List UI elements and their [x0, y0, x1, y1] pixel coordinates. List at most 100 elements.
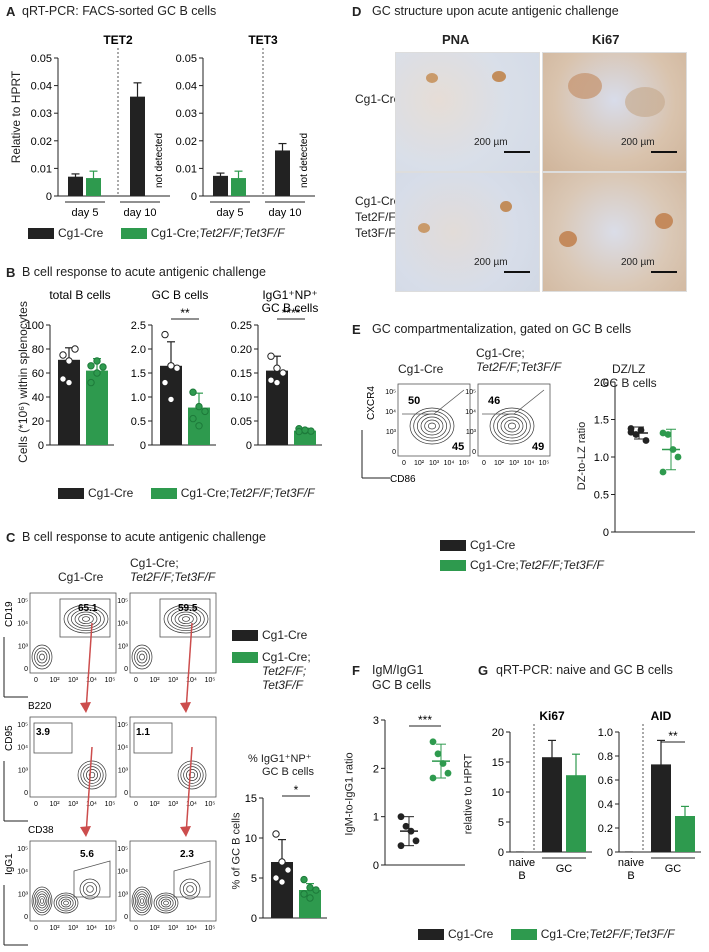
legend-tet-genotype: Tet2F/F;Tet3F/F	[589, 927, 675, 941]
y-tick-label: 0.6	[598, 775, 613, 787]
flow-tick-label: 10⁴	[465, 409, 476, 416]
flow-tick-label: 10²	[149, 925, 160, 932]
chart-e-dzlz: 0 0.5 1.0 1.5 2.0	[594, 377, 695, 539]
data-point	[65, 357, 73, 365]
y-tick-label: 0.20	[231, 344, 252, 356]
data-point	[195, 422, 203, 430]
flow-tick-label: 0	[24, 914, 28, 921]
chart-b-igg1np: IgG1⁺NP⁺GC B cells 0 0.05 0.10 0.15 0.20 0.25 *…	[231, 288, 322, 452]
flow-contour	[489, 407, 535, 445]
legend-cre: Cg1-Cre	[470, 538, 516, 552]
y-tick-label: 0	[251, 913, 257, 925]
flow-plot-frame	[129, 716, 217, 798]
flow-contour	[181, 616, 191, 622]
flow-contour	[163, 900, 169, 906]
annotation-not-detected: not detected	[299, 133, 310, 188]
y-tick-label: 15	[492, 757, 504, 769]
y-tick-label: 1.5	[131, 368, 146, 380]
y-tick-label: 0.05	[176, 53, 197, 65]
flow-tick-label: 10²	[149, 677, 160, 684]
gate-value: 45	[452, 441, 464, 453]
data-point	[272, 830, 280, 838]
y-tick-label: 10	[245, 833, 257, 845]
scalebar-label: 200 µm	[621, 137, 655, 148]
chart-a-tet3: TET3 0 0.01 0.02 0.03 0.04 0.05 day 5 day 10 not …	[176, 33, 315, 219]
flow-contour	[163, 604, 209, 634]
y-tick-label: 0	[38, 440, 44, 452]
flow-contour	[139, 653, 145, 661]
bar	[675, 816, 695, 852]
legend-c-a: Cg1-Cre;	[262, 650, 311, 664]
flow-tick-label: 10⁵	[105, 925, 116, 932]
flow-contour	[79, 878, 101, 900]
y-tick-label: 0.25	[231, 320, 252, 332]
data-point	[272, 874, 280, 882]
data-point	[439, 760, 447, 767]
bar	[86, 178, 101, 196]
flow-tick-label: 0	[134, 677, 138, 684]
flow-tick-label: 10⁴	[444, 460, 455, 467]
flow-tick-label: 10⁵	[539, 460, 550, 467]
flow-contour	[78, 613, 94, 625]
flow-tick-label: 10⁴	[86, 801, 97, 808]
gating-arrow-head	[180, 702, 191, 713]
flow-contour	[34, 647, 50, 667]
micrograph-ki67-tet: 200 µm	[542, 172, 687, 292]
panel-g-ylabel: relative to HPRT	[462, 753, 475, 835]
gating-arrow-head	[80, 702, 91, 713]
flow-gate	[59, 598, 111, 638]
data-point	[278, 858, 286, 866]
data-point	[167, 362, 175, 370]
chart-b-gc: GC B cells 0 0.5 1.0 1.5 2.0 2.5 **	[131, 288, 216, 452]
data-point	[65, 378, 73, 387]
flow-tick-label: 10³	[466, 429, 477, 436]
chart-a-tet2: TET2 0 0.01 0.02 0.03 0.04 0.05 day 5 day 10 not …	[31, 33, 170, 219]
flow-contour	[153, 892, 179, 914]
gating-arrow	[85, 622, 93, 712]
panel-c-bar-title2: GC B cells	[262, 766, 314, 778]
flow-tick-label: 10⁵	[105, 801, 116, 808]
chart-title: AID	[651, 709, 672, 723]
data-point	[306, 883, 314, 892]
gate-value: 49	[532, 441, 544, 453]
legend-cre: Cg1-Cre	[58, 226, 104, 240]
data-point	[189, 414, 197, 423]
flow-contour	[31, 644, 53, 670]
flow-contour	[136, 650, 148, 664]
flow-tick-label: 0	[124, 666, 128, 673]
panel-d-col2: Ki67	[592, 32, 620, 47]
flow-tick-label: 10⁵	[385, 389, 396, 396]
flow-contour	[138, 895, 146, 907]
y-tick-label: 2	[373, 763, 379, 775]
flow-contour	[409, 407, 455, 445]
data-point	[189, 388, 197, 396]
flow-contour	[180, 763, 204, 787]
data-point	[295, 427, 303, 436]
data-point	[402, 822, 410, 830]
flow-tick-label: 10²	[49, 677, 60, 684]
panel-a-ylabel: Relative to HPRT	[9, 70, 24, 164]
flow-tick-label: 10⁵	[117, 846, 128, 853]
flow-tick-label: 0	[482, 460, 486, 467]
flow-tick-label: 10⁵	[465, 389, 476, 396]
panel-e-label: E	[352, 322, 361, 337]
flow-contour	[183, 766, 201, 784]
flow-tick-label: 10²	[49, 801, 60, 808]
flow-tick-label: 10⁴	[117, 869, 128, 876]
flow-tick-label: 0	[34, 677, 38, 684]
flow-contour	[86, 769, 98, 781]
data-point	[429, 738, 437, 746]
gate-value: 50	[408, 395, 420, 407]
flow-contour	[36, 650, 48, 664]
flow-contour	[131, 886, 153, 916]
panel-c-title: B cell response to acute antigenic chall…	[22, 530, 266, 544]
flow-contour	[58, 896, 74, 910]
legend-tet-genotype: Tet2F/F;Tet3F/F	[229, 486, 315, 500]
flow-tick-label: 10³	[168, 677, 179, 684]
flow-contour	[504, 419, 520, 433]
data-point	[659, 468, 667, 476]
x-tick-label: day 5	[72, 207, 99, 219]
flow-contour	[63, 900, 69, 906]
